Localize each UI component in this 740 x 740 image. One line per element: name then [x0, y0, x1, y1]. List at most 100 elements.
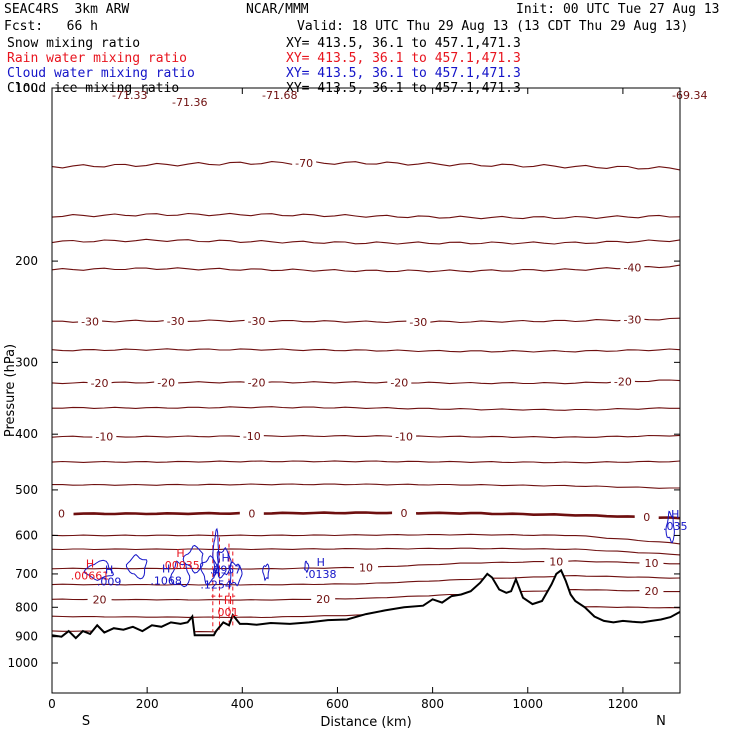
isotherm-label: -30 — [623, 314, 641, 327]
rain-max-marker: H — [224, 594, 232, 607]
cloud-max-marker: H — [105, 564, 113, 577]
isotherm-label-bg — [244, 314, 269, 326]
org-label: NCAR/MMM — [246, 2, 309, 17]
isotherm-label: -40 — [623, 262, 641, 275]
isotherm--25 — [52, 348, 680, 353]
isotherm-label: -20 — [248, 376, 266, 389]
isotherm-label: -10 — [395, 430, 413, 443]
isotherm-label-bg — [87, 593, 112, 605]
isotherm-label-bg — [292, 156, 317, 168]
y-tick-label: 600 — [15, 528, 38, 542]
isotherm-label-bg — [87, 376, 112, 388]
isotherm-label-bg — [406, 315, 431, 327]
legend-snow-xy: XY= 413.5, 36.1 to 457.1,471.3 — [286, 36, 521, 51]
isotherm-label-bg — [163, 314, 188, 326]
cloud-max-marker: H — [317, 556, 325, 569]
isotherm--60 — [52, 212, 680, 220]
cloud-contour — [83, 559, 114, 581]
isotherm-label-bg — [620, 313, 645, 325]
isotherm--20 — [52, 379, 680, 385]
isotherm-label-bg — [154, 376, 179, 388]
y-tick-label: 900 — [15, 630, 38, 644]
plot-frame — [51, 87, 681, 694]
isotherm-label-bg — [92, 430, 117, 442]
rain-max-value: .00035 — [161, 559, 200, 572]
isotherm-label-bg — [239, 507, 264, 519]
isotherm-label: 0 — [248, 507, 255, 520]
isotherm-label: 20 — [93, 593, 107, 606]
isotherm-label: -20 — [91, 377, 109, 390]
cloud-max-value: .009 — [97, 576, 122, 589]
isotherm--40 — [52, 264, 680, 273]
isotherm-label: 20 — [644, 585, 658, 598]
isotherm-label-bg — [244, 376, 269, 388]
cloud-max-marker: H — [222, 552, 230, 565]
rain-max-value: .00661 — [71, 570, 110, 583]
legend-cloud-xy: XY= 413.5, 36.1 to 457.1,471.3 — [286, 66, 521, 81]
legend-rain: Rain water mixing ratio — [7, 51, 188, 66]
isotherm-label: 0 — [643, 511, 650, 524]
isotherm--2 — [52, 483, 680, 489]
isotherm-label: -10 — [243, 430, 261, 443]
south-label: S — [82, 714, 90, 729]
init-time: Init: 00 UTC Tue 27 Aug 13 — [516, 2, 720, 17]
isotherm--30 — [52, 317, 680, 324]
isotherm-label: -30 — [409, 316, 427, 329]
legend-cloud: Cloud water mixing ratio — [7, 66, 195, 81]
y-tick-label: 300 — [15, 355, 38, 369]
isotherm-label: -30 — [248, 315, 266, 328]
isotherm-label-bg — [639, 557, 664, 569]
isotherm-label: 10 — [549, 555, 563, 568]
cloud-max-value: .1068 — [150, 574, 182, 587]
cloud-contour — [199, 555, 218, 586]
x-tick-label: 800 — [421, 697, 444, 711]
cloud-max-value: .035 — [663, 520, 688, 533]
isotherm-label-bg — [610, 375, 635, 387]
isotherm--50 — [52, 238, 680, 245]
model-title: SEAC4RS 3km ARW — [4, 2, 130, 17]
terrain-layer — [51, 568, 681, 693]
y-tick-label: 100 — [15, 81, 38, 95]
isotherm-label-bg — [354, 561, 378, 573]
top-value-label: -71.36 — [172, 96, 207, 109]
cloud-max-value: .0957 — [210, 564, 242, 577]
isotherm-label: 10 — [644, 557, 658, 570]
isotherm-0 — [52, 511, 680, 520]
x-tick-label: 0 — [48, 697, 56, 711]
isotherm--5 — [52, 460, 680, 464]
north-label: N — [656, 714, 666, 729]
isotherm-label-bg — [392, 506, 417, 518]
top-value-label: -69.34 — [672, 89, 707, 102]
y-tick-label: 700 — [15, 567, 38, 581]
x-tick-label: 600 — [326, 697, 349, 711]
x-tick-label: 1200 — [608, 697, 639, 711]
isotherm-label: -10 — [95, 431, 113, 444]
y-tick-label: 200 — [15, 254, 38, 268]
isotherm-15 — [52, 575, 680, 586]
isotherm-2 — [52, 533, 680, 545]
legend-rain-xy: XY= 413.5, 36.1 to 457.1,471.3 — [286, 51, 521, 66]
x-tick-label: 1000 — [512, 697, 543, 711]
isotherm-label: 10 — [359, 561, 373, 574]
isotherm-label: 0 — [58, 508, 65, 521]
cloud-contour — [665, 510, 675, 544]
x-axis-title: Distance (km) — [320, 715, 411, 730]
cloud-max-value: .1254 — [200, 578, 232, 591]
rain-max-marker: H — [176, 547, 184, 560]
cloud-contour — [229, 561, 243, 587]
top-value-label: -71.68 — [262, 89, 297, 102]
cloud-max-value: .0138 — [305, 568, 337, 581]
cloud-max-marker: H — [671, 508, 679, 521]
isotherm-label-bg — [387, 376, 412, 388]
isotherm-label: -20 — [614, 376, 632, 389]
y-tick-label: 500 — [15, 483, 38, 497]
hydrometeor-layer — [83, 510, 675, 632]
isotherm-label: 0 — [401, 507, 408, 520]
legend-snow: Snow mixing ratio — [7, 36, 141, 51]
cloud-contour — [212, 527, 220, 577]
y-tick-label: 1000 — [7, 656, 38, 670]
isotherm-20 — [52, 589, 680, 601]
isotherm-label: 20 — [316, 593, 330, 606]
forecast-hour: Fcst: 66 h — [4, 19, 98, 34]
